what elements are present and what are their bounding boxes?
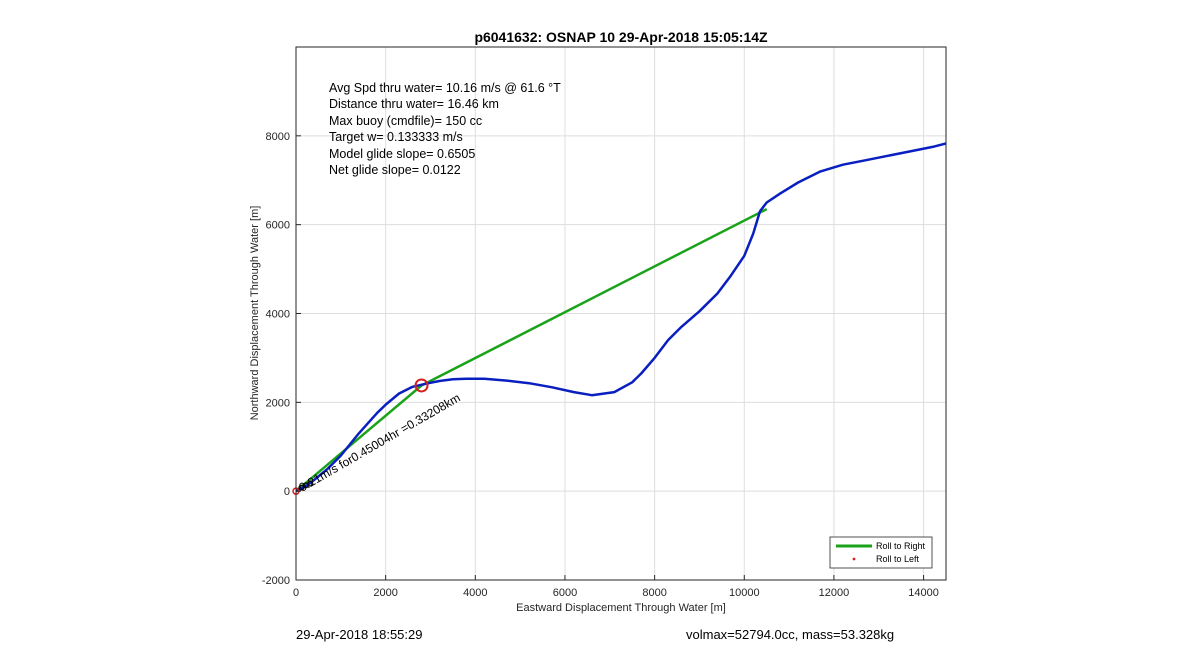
info-target-w: Target w= 0.133333 m/s bbox=[329, 130, 463, 144]
info-distance: Distance thru water= 16.46 km bbox=[329, 97, 499, 111]
y-tick-label: 8000 bbox=[266, 131, 290, 143]
legend-label-roll-right: Roll to Right bbox=[876, 541, 926, 551]
y-tick-label: 6000 bbox=[266, 220, 290, 232]
y-tick-label: -2000 bbox=[262, 575, 290, 587]
x-tick-label: 2000 bbox=[373, 587, 397, 599]
x-tick-label: 12000 bbox=[819, 587, 850, 599]
footer-stats: volmax=52794.0cc, mass=53.328kg bbox=[686, 627, 895, 642]
y-tick-label: 4000 bbox=[266, 309, 290, 321]
x-tick-label: 4000 bbox=[463, 587, 487, 599]
info-net-glide-slope: Net glide slope= 0.0122 bbox=[329, 163, 461, 177]
y-tick-label: 2000 bbox=[266, 397, 290, 409]
x-tick-label: 6000 bbox=[553, 587, 577, 599]
x-tick-label: 0 bbox=[293, 587, 299, 599]
info-text-block: Avg Spd thru water= 10.16 m/s @ 61.6 °T … bbox=[329, 81, 561, 177]
legend: Roll to Right Roll to Left bbox=[829, 536, 933, 569]
legend-box bbox=[829, 536, 933, 569]
info-max-buoy: Max buoy (cmdfile)= 150 cc bbox=[329, 114, 482, 128]
series-line-track bbox=[296, 142, 946, 493]
info-avg-speed: Avg Spd thru water= 10.16 m/s @ 61.6 °T bbox=[329, 81, 561, 95]
x-axis-label: Eastward Displacement Through Water [m] bbox=[516, 602, 726, 614]
info-model-glide-slope: Model glide slope= 0.6505 bbox=[329, 147, 475, 161]
x-tick-label: 8000 bbox=[642, 587, 666, 599]
y-axis-label: Northward Displacement Through Water [m] bbox=[249, 206, 261, 421]
legend-swatch-roll-left bbox=[852, 557, 856, 561]
start-point-marker bbox=[298, 484, 305, 491]
ticks: 0 2000 4000 6000 8000 10000 12000 14000-2000020… bbox=[262, 131, 939, 599]
legend-label-roll-left: Roll to Left bbox=[876, 554, 920, 564]
y-tick-label: 0 bbox=[284, 486, 290, 498]
segment-end-marker bbox=[414, 378, 429, 393]
series-layer bbox=[296, 142, 946, 493]
x-tick-label: 10000 bbox=[729, 587, 760, 599]
start-point-marker bbox=[307, 480, 314, 487]
chart-title: p6041632: OSNAP 10 29-Apr-2018 15:05:14Z bbox=[474, 29, 768, 45]
x-tick-label: 14000 bbox=[908, 587, 939, 599]
footer-timestamp: 29-Apr-2018 18:55:29 bbox=[296, 627, 423, 642]
